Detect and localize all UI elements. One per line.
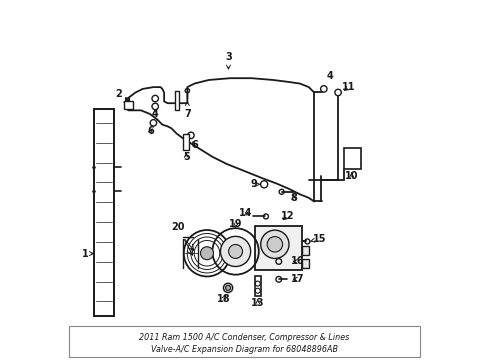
Text: 4: 4 [151, 109, 158, 119]
Bar [301, 246, 309, 255]
Text: 16: 16 [291, 256, 304, 266]
Text: 5: 5 [183, 152, 189, 162]
Text: 3: 3 [224, 52, 231, 69]
Bar [123, 101, 133, 109]
Text: 9: 9 [250, 179, 260, 189]
Text: 2011 Ram 1500 A/C Condenser, Compressor & Lines: 2011 Ram 1500 A/C Condenser, Compressor … [139, 333, 349, 342]
Text: 14: 14 [238, 208, 251, 218]
Circle shape [228, 244, 242, 258]
Bar [343, 148, 360, 169]
Circle shape [225, 285, 230, 291]
Text: Valve-A/C Expansion Diagram for 68048896AB: Valve-A/C Expansion Diagram for 68048896… [151, 345, 337, 354]
Text: 17: 17 [291, 274, 304, 284]
Bar [175, 91, 179, 111]
Circle shape [260, 230, 288, 258]
Text: 6: 6 [147, 126, 154, 136]
Text: 19: 19 [229, 219, 242, 229]
Bar [301, 258, 309, 267]
Text: 7: 7 [183, 102, 190, 119]
Text: 2: 2 [115, 89, 127, 104]
Circle shape [220, 237, 250, 266]
Bar [183, 134, 189, 150]
Circle shape [266, 237, 282, 252]
Text: 6: 6 [191, 140, 198, 150]
Text: 8: 8 [290, 193, 297, 203]
Text: 15: 15 [309, 234, 325, 244]
Bar [255, 226, 301, 270]
Text: 10: 10 [344, 171, 358, 181]
Text: 20: 20 [171, 222, 185, 232]
Circle shape [200, 247, 213, 260]
Text: 11: 11 [342, 82, 355, 92]
Text: 18: 18 [217, 294, 230, 303]
Bar [254, 276, 261, 296]
Text: 1: 1 [82, 249, 93, 258]
Text: 12: 12 [281, 211, 294, 221]
Bar [69, 327, 419, 357]
Text: 4: 4 [326, 71, 333, 81]
Text: 13: 13 [250, 298, 264, 308]
Circle shape [223, 283, 232, 293]
